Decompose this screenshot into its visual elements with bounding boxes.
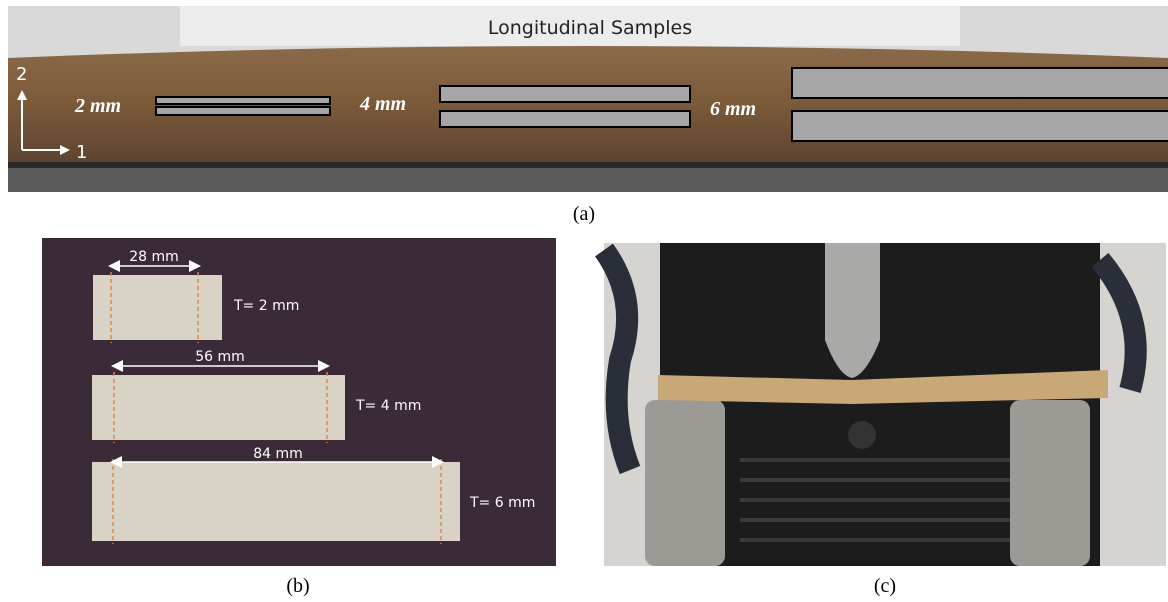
sample <box>156 107 330 115</box>
sample <box>156 97 330 104</box>
sample <box>92 462 460 541</box>
width-label: 56 mm <box>195 349 245 365</box>
width-label: 28 mm <box>129 249 179 265</box>
thickness-label: T= 6 mm <box>469 495 535 511</box>
base-edge <box>8 162 1168 168</box>
caption: (a) <box>573 203 595 225</box>
support <box>645 400 725 566</box>
panel-title: Longitudinal Samples <box>488 17 692 39</box>
sample <box>792 68 1168 98</box>
thickness-label: T= 4 mm <box>355 398 421 414</box>
sample <box>440 86 690 102</box>
thickness-label: 2 mm <box>74 95 121 117</box>
sample <box>440 111 690 127</box>
sample <box>792 111 1168 141</box>
caption: (b) <box>286 575 309 597</box>
loading-nose <box>825 243 880 378</box>
panel-c <box>604 243 1166 566</box>
panel-a: Longitudinal Samples 2 1 2 mm 4 mm 6 mm <box>8 6 1168 192</box>
support <box>1010 400 1090 566</box>
figure: Longitudinal Samples 2 1 2 mm 4 mm 6 mm … <box>0 0 1168 602</box>
thickness-label: 6 mm <box>710 98 756 120</box>
width-label: 84 mm <box>253 446 303 462</box>
caption: (c) <box>874 575 896 597</box>
thickness-label: 4 mm <box>359 93 406 115</box>
panel-b: 28 mm 56 mm 84 mm T= 2 mm T= 4 mm T= 6 m… <box>42 238 556 566</box>
axis-label: 1 <box>76 142 87 163</box>
sample <box>93 275 222 340</box>
pin <box>848 421 876 449</box>
thickness-label: T= 2 mm <box>233 298 299 314</box>
sample <box>92 375 345 440</box>
axis-label: 2 <box>16 64 27 85</box>
